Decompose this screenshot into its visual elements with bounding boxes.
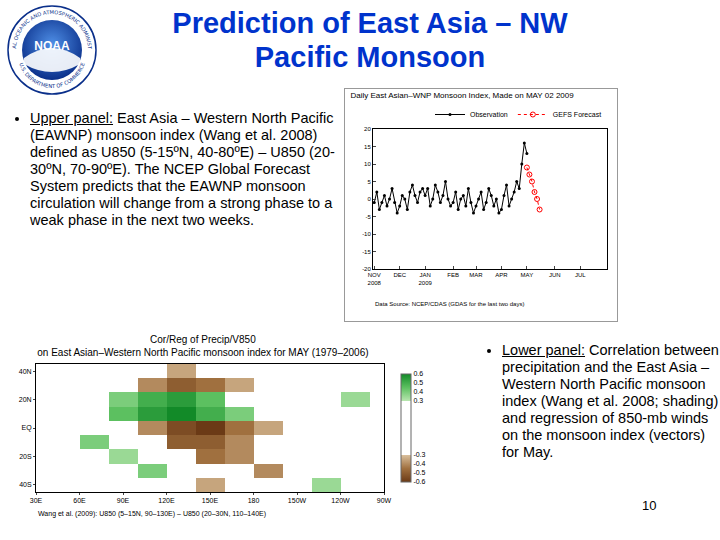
- svg-text:60E: 60E: [73, 497, 86, 504]
- svg-text:FEB: FEB: [447, 272, 459, 278]
- svg-text:0.3: 0.3: [413, 397, 423, 404]
- svg-text:-0.6: -0.6: [413, 478, 425, 485]
- svg-text:Daily East Asian–WNP Monsoon I: Daily East Asian–WNP Monsoon Index, Made…: [350, 91, 574, 100]
- svg-text:JUL: JUL: [575, 272, 586, 278]
- svg-text:-0.5: -0.5: [413, 469, 425, 476]
- svg-text:-0.3: -0.3: [413, 451, 425, 458]
- svg-text:Data Source: NCEP/CDAS (GDAS f: Data Source: NCEP/CDAS (GDAS for the las…: [375, 301, 524, 307]
- html-text:Prediction of East Asia – NW: Prediction of East Asia – NW: [172, 7, 568, 39]
- html-text:Lower panel: Correlation betwe: Lower panel: Correlation between precipi…: [502, 342, 719, 460]
- svg-text:-15: -15: [362, 249, 371, 255]
- svg-text:Cor/Reg of Precip/V850on East: Cor/Reg of Precip/V850on East Asian–West…: [37, 334, 368, 358]
- svg-text:20: 20: [364, 126, 371, 132]
- svg-text:0.5: 0.5: [413, 379, 423, 386]
- svg-text:0.6: 0.6: [413, 370, 423, 377]
- svg-text:40N: 40N: [19, 368, 32, 375]
- svg-text:150W: 150W: [288, 497, 307, 504]
- svg-text:-20: -20: [362, 266, 371, 272]
- svg-text:0: 0: [367, 196, 371, 202]
- svg-text:-5: -5: [365, 214, 371, 220]
- html-text:Pacific Monsoon: Pacific Monsoon: [254, 41, 486, 73]
- svg-text:90W: 90W: [377, 497, 392, 504]
- svg-text:0.4: 0.4: [413, 388, 423, 395]
- svg-text:DEC: DEC: [393, 272, 406, 278]
- svg-text:120W: 120W: [331, 497, 350, 504]
- svg-text:NOAA: NOAA: [34, 39, 70, 53]
- svg-text:5: 5: [367, 179, 371, 185]
- svg-text:180: 180: [248, 497, 260, 504]
- svg-text:-10: -10: [362, 231, 371, 237]
- svg-text:120E: 120E: [158, 497, 175, 504]
- svg-text:150E: 150E: [202, 497, 219, 504]
- svg-text:GEFS Forecast: GEFS Forecast: [553, 111, 601, 118]
- svg-text:APR: APR: [495, 272, 508, 278]
- html-text:10: 10: [642, 498, 657, 513]
- svg-text:30E: 30E: [30, 497, 43, 504]
- svg-text:NOV2008: NOV2008: [368, 272, 382, 286]
- svg-text:U.S. DEPARTMENT OF COMMERCE: U.S. DEPARTMENT OF COMMERCE: [18, 62, 85, 89]
- svg-text:15: 15: [364, 144, 371, 150]
- svg-text:MAR: MAR: [469, 272, 483, 278]
- svg-text:Wang et al. (2009): U850 (5–15: Wang et al. (2009): U850 (5–15N, 90–130E…: [38, 510, 266, 518]
- svg-text:10: 10: [364, 161, 371, 167]
- svg-text:JUN: JUN: [549, 272, 561, 278]
- html-text:Upper panel: East Asia – Weste: Upper panel: East Asia – Western North P…: [30, 110, 335, 228]
- svg-text:MAY: MAY: [521, 272, 534, 278]
- svg-text:Observation: Observation: [470, 111, 508, 118]
- svg-text:EQ: EQ: [21, 424, 32, 432]
- svg-text:-0.4: -0.4: [413, 460, 425, 467]
- svg-text:20S: 20S: [19, 453, 32, 460]
- svg-text:90E: 90E: [117, 497, 130, 504]
- svg-text:JAN2009: JAN2009: [418, 272, 432, 286]
- svg-text:20N: 20N: [19, 396, 32, 403]
- svg-text:40S: 40S: [19, 481, 32, 488]
